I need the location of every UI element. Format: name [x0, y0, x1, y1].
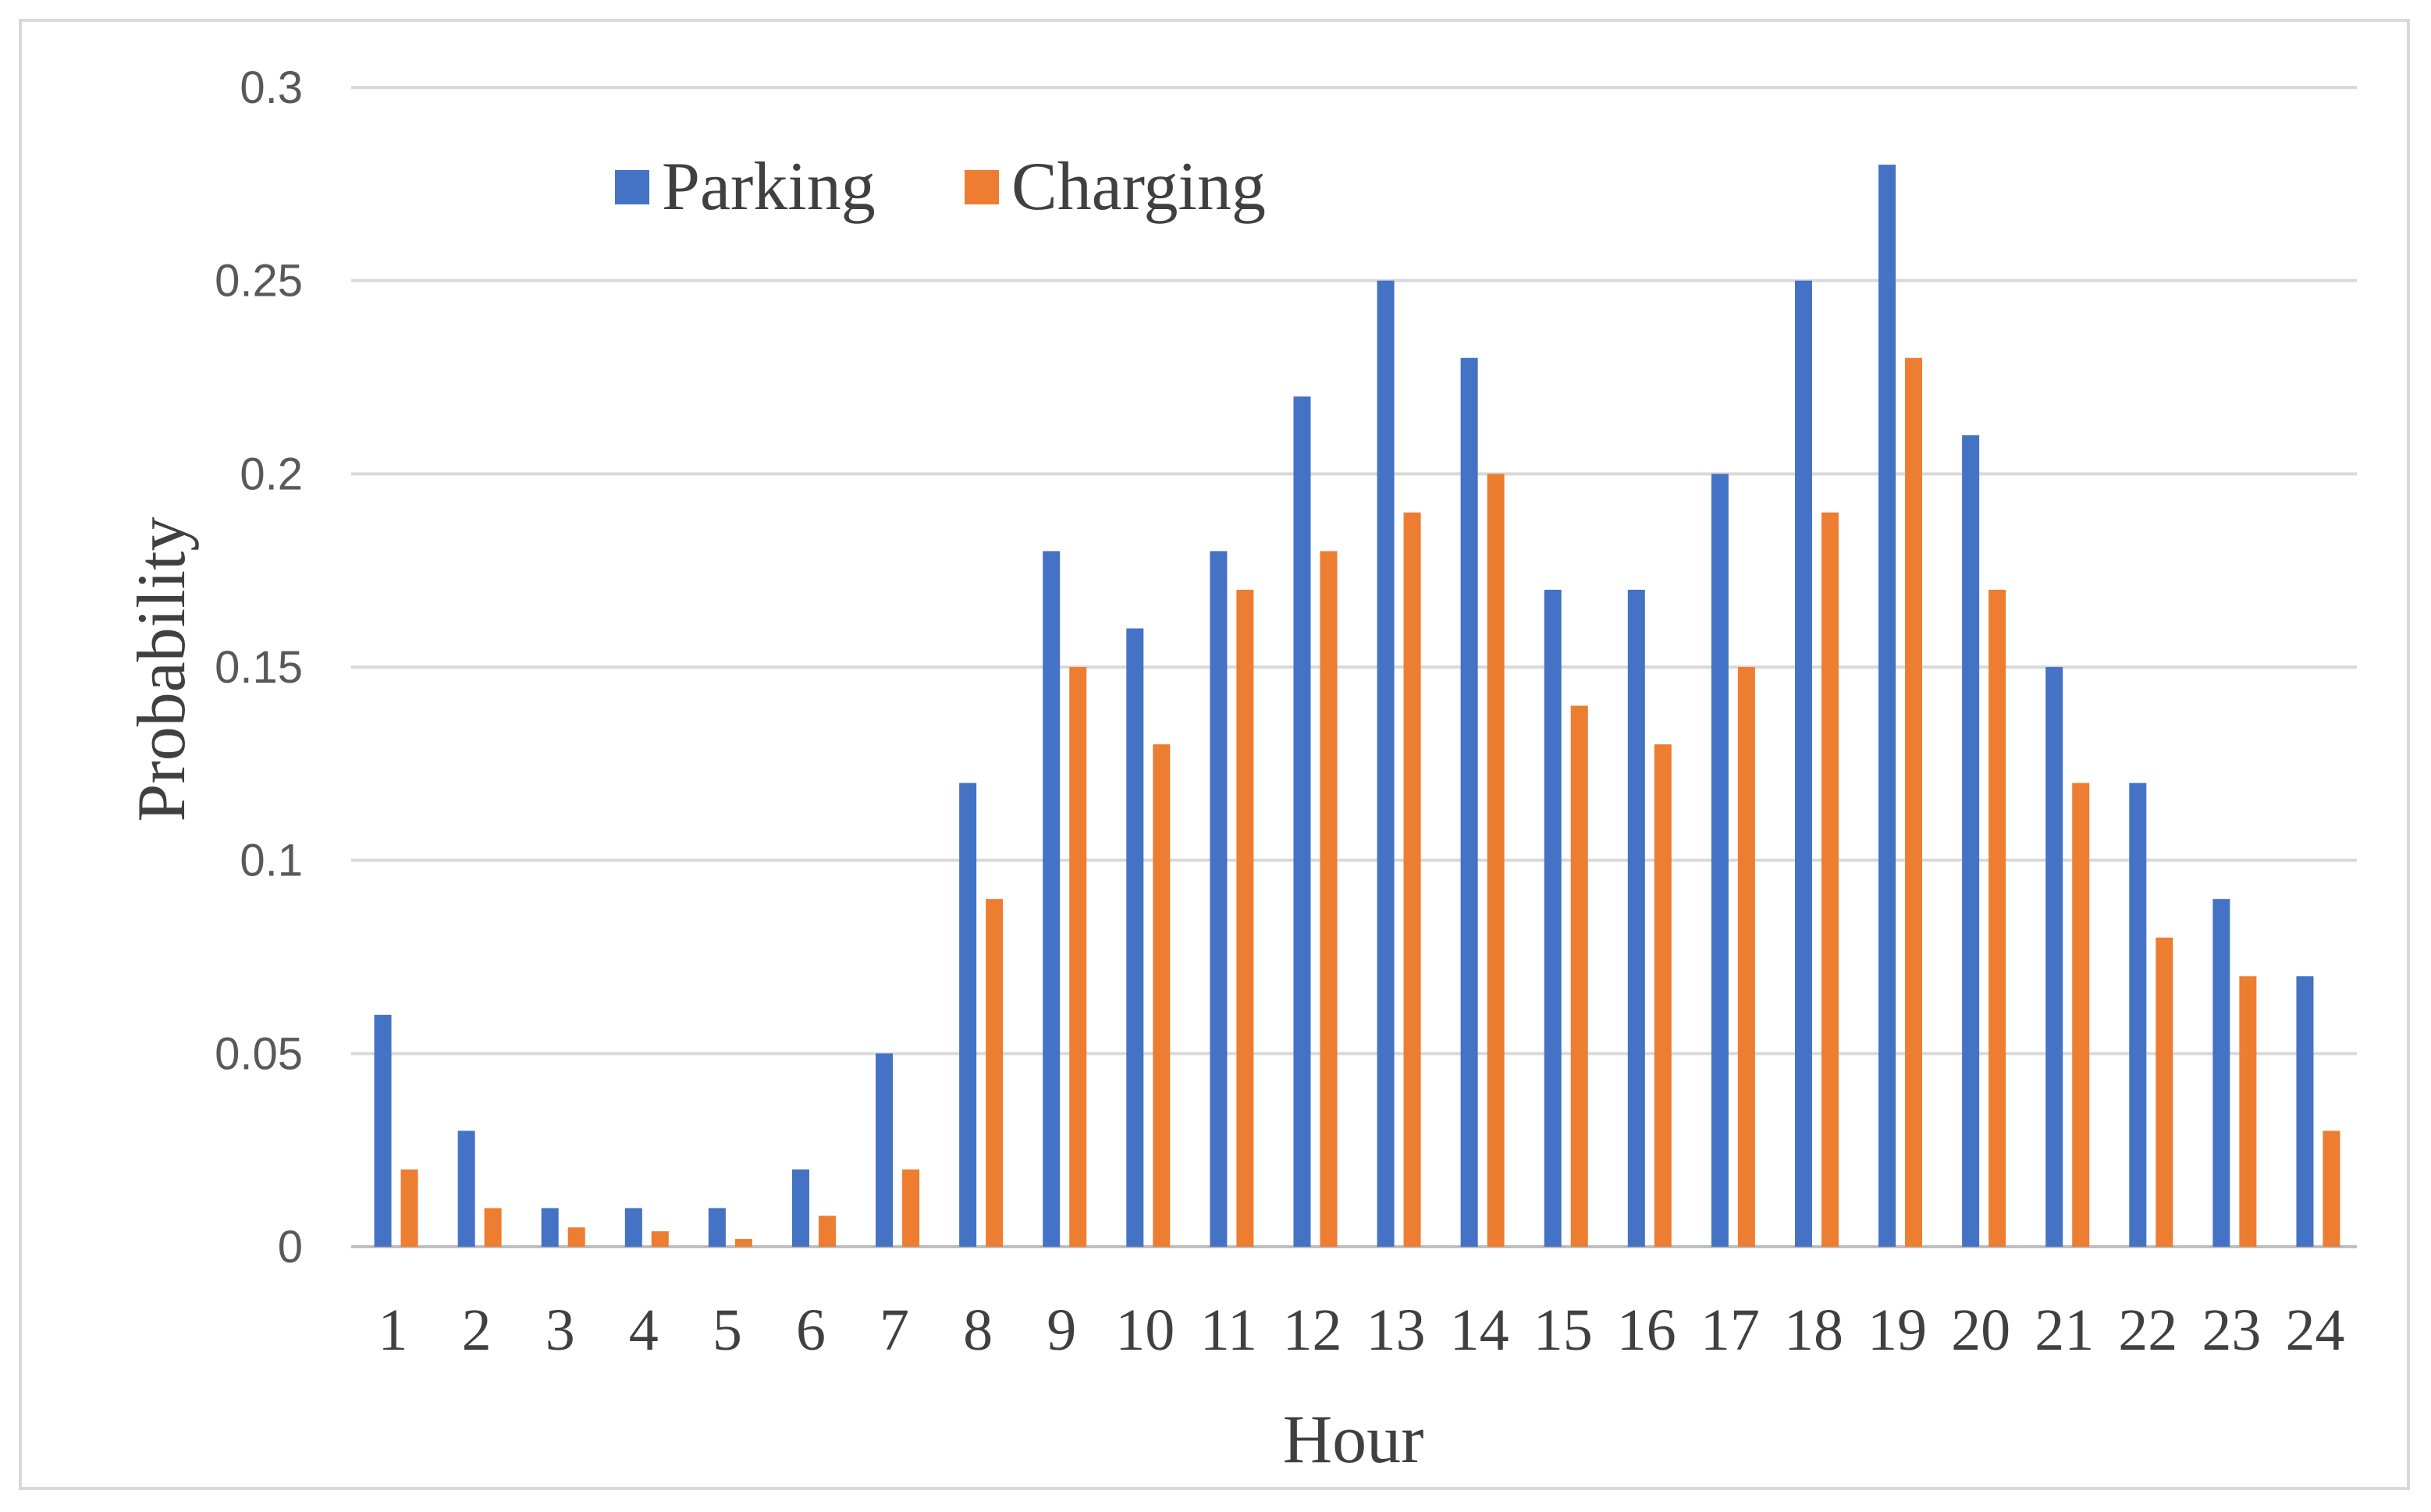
bar-charging-hour-6 [818, 1216, 836, 1247]
bar-parking-hour-17 [1711, 474, 1729, 1247]
x-tick-label: 17 [1701, 1297, 1760, 1363]
y-tick-label: 0 [278, 1222, 303, 1272]
x-tick-label: 19 [1868, 1297, 1927, 1363]
legend-label-parking: Parking [662, 149, 876, 225]
bars [374, 165, 2340, 1248]
bar-parking-hour-20 [1962, 435, 1980, 1247]
chart-frame: 0 0.05 0.1 0.15 0.2 0.25 0.3 1 2 3 4 5 6 7 8 9 10 11 12 13… [19, 19, 2410, 1490]
x-tick-label: 6 [796, 1297, 826, 1363]
x-tick-label: 21 [2035, 1297, 2094, 1363]
bar-charging-hour-8 [986, 899, 1004, 1247]
x-tick-label: 11 [1200, 1297, 1257, 1363]
bar-parking-hour-14 [1460, 357, 1478, 1247]
bar-charging-hour-1 [400, 1169, 418, 1247]
bar-parking-hour-23 [2212, 899, 2230, 1247]
bar-parking-hour-11 [1210, 551, 1228, 1247]
bar-charging-hour-14 [1487, 474, 1505, 1247]
x-tick-label: 2 [462, 1297, 492, 1363]
bar-charging-hour-12 [1320, 551, 1338, 1247]
bar-parking-hour-16 [1627, 589, 1645, 1247]
x-axis-ticks: 1 2 3 4 5 6 7 8 9 10 11 12 13 14 15 16 17 18 19 20 21 22 23 24 [379, 1297, 2345, 1363]
x-tick-label: 5 [713, 1297, 742, 1363]
x-tick-label: 14 [1450, 1297, 1509, 1363]
y-axis-ticks: 0 0.05 0.1 0.15 0.2 0.25 0.3 [215, 62, 303, 1272]
x-tick-label: 18 [1784, 1297, 1843, 1363]
x-tick-label: 4 [629, 1297, 659, 1363]
bar-charging-hour-2 [484, 1208, 502, 1247]
bar-parking-hour-13 [1377, 280, 1395, 1248]
bar-charging-hour-3 [567, 1227, 585, 1247]
bar-charging-hour-19 [1905, 357, 1923, 1247]
x-tick-label: 24 [2285, 1297, 2344, 1363]
bar-charging-hour-24 [2323, 1130, 2340, 1247]
bar-parking-hour-21 [2045, 667, 2063, 1247]
bar-charging-hour-13 [1403, 512, 1421, 1247]
bar-parking-hour-4 [624, 1208, 642, 1247]
bar-chart: 00.050.10.150.20.250.3 1 2 3 4 5 6 7 8 9 10 11 12 13… [124, 62, 2357, 1478]
bar-parking-hour-7 [876, 1053, 894, 1247]
bar-parking-hour-8 [959, 783, 977, 1247]
bar-parking-hour-12 [1293, 396, 1311, 1248]
x-tick-label: 16 [1617, 1297, 1676, 1363]
bar-parking-hour-22 [2129, 783, 2147, 1247]
bar-charging-hour-23 [2239, 976, 2257, 1247]
bar-parking-hour-2 [457, 1130, 475, 1247]
bar-charging-hour-7 [902, 1169, 920, 1247]
y-tick-label: 0.05 [215, 1028, 303, 1079]
x-tick-label: 12 [1282, 1297, 1342, 1363]
bar-charging-hour-18 [1821, 512, 1839, 1247]
x-tick-label: 3 [546, 1297, 575, 1363]
x-tick-label: 23 [2202, 1297, 2261, 1363]
bar-charging-hour-15 [1570, 705, 1588, 1247]
bar-parking-hour-6 [791, 1169, 809, 1247]
bar-parking-hour-5 [708, 1208, 726, 1247]
x-tick-label: 22 [2118, 1297, 2177, 1363]
legend-swatch-parking [615, 170, 649, 204]
bar-charging-hour-22 [2156, 937, 2173, 1247]
bar-charging-hour-16 [1654, 744, 1672, 1247]
x-tick-label: 20 [1951, 1297, 2010, 1363]
bar-charging-hour-5 [734, 1239, 752, 1247]
x-tick-label: 15 [1534, 1297, 1593, 1363]
bar-parking-hour-24 [2296, 976, 2314, 1247]
x-tick-label: 1 [379, 1297, 408, 1363]
bar-charging-hour-20 [1989, 589, 2006, 1247]
x-tick-label: 10 [1115, 1297, 1175, 1363]
bar-parking-hour-1 [374, 1014, 392, 1247]
bar-charging-hour-9 [1069, 667, 1087, 1247]
y-tick-label: 0.1 [240, 836, 303, 886]
bar-charging-hour-17 [1737, 667, 1755, 1247]
bar-charging-hour-4 [651, 1231, 669, 1247]
bar-parking-hour-18 [1794, 280, 1812, 1248]
bar-parking-hour-19 [1878, 165, 1896, 1248]
y-tick-label: 0.25 [215, 256, 303, 307]
bar-parking-hour-3 [541, 1208, 559, 1247]
gridlines [351, 86, 2357, 1248]
y-tick-label: 0.15 [215, 642, 303, 693]
bar-parking-hour-10 [1126, 628, 1144, 1247]
legend: Parking Charging [615, 149, 1266, 225]
x-tick-label: 9 [1047, 1297, 1076, 1363]
x-tick-label: 13 [1367, 1297, 1426, 1363]
y-axis-title: Probability [124, 516, 200, 822]
bar-charging-hour-21 [2072, 783, 2090, 1247]
bar-charging-hour-11 [1236, 589, 1254, 1247]
bar-charging-hour-10 [1153, 744, 1171, 1247]
bar-parking-hour-15 [1544, 589, 1562, 1247]
legend-swatch-charging [965, 170, 999, 204]
y-tick-label: 0.3 [240, 62, 303, 113]
x-tick-label: 8 [963, 1297, 993, 1363]
bar-parking-hour-9 [1043, 551, 1061, 1247]
y-tick-label: 0.2 [240, 449, 303, 499]
x-axis-title: Hour [1283, 1402, 1424, 1478]
x-tick-label: 7 [880, 1297, 909, 1363]
legend-label-charging: Charging [1011, 149, 1266, 225]
